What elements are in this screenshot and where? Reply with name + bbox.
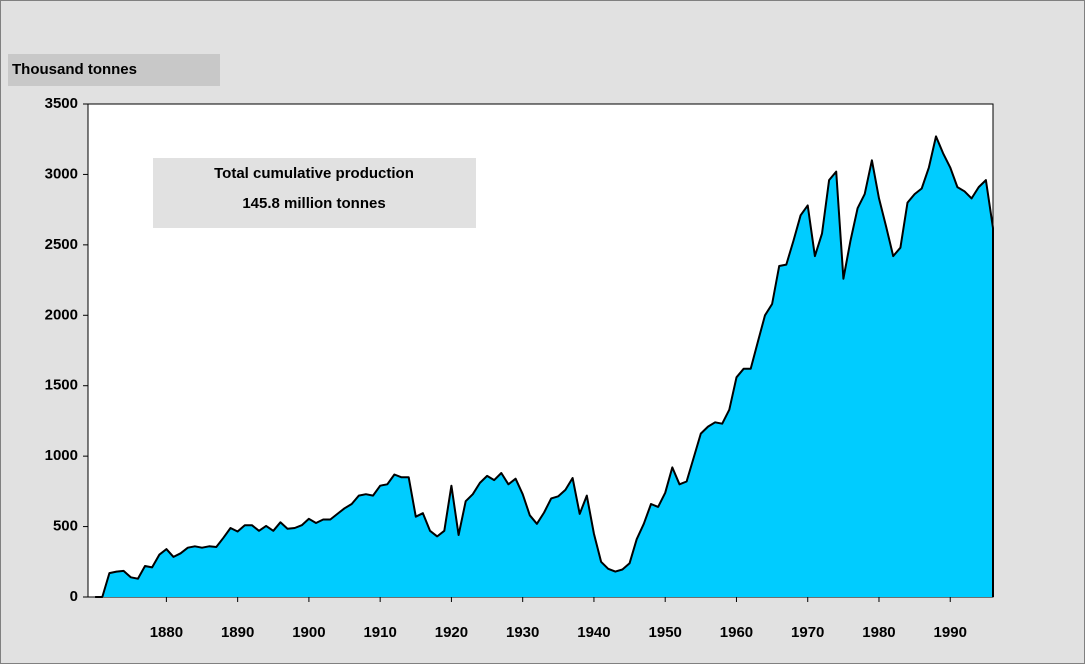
y-tick-label: 3500 (45, 95, 78, 112)
x-tick-label: 1920 (435, 624, 468, 641)
y-label-box (8, 54, 220, 86)
y-tick-label: 3000 (45, 165, 78, 182)
x-tick-label: 1930 (506, 624, 539, 641)
y-tick-label: 1000 (45, 447, 78, 464)
y-tick-label: 2000 (45, 306, 78, 323)
y-tick-label: 500 (53, 518, 78, 535)
x-tick-label: 1890 (221, 624, 254, 641)
area-outline (95, 135, 994, 598)
x-tick-label: 1940 (577, 624, 610, 641)
x-tick-label: 1880 (150, 624, 183, 641)
y-tick-label: 1500 (45, 377, 78, 394)
x-tick-label: 1970 (791, 624, 824, 641)
y-tick-label: 0 (70, 588, 78, 605)
y-axis-label: Thousand tonnes (12, 61, 137, 78)
x-tick-label: 1900 (292, 624, 325, 641)
x-tick-label: 1960 (720, 624, 753, 641)
annotation: Total cumulative production (214, 165, 414, 182)
annotation: 145.8 million tonnes (242, 195, 385, 212)
x-tick-label: 1950 (649, 624, 682, 641)
x-tick-label: 1990 (934, 624, 967, 641)
annotation-box (153, 158, 476, 228)
area (95, 136, 994, 597)
x-tick-label: 1910 (363, 624, 396, 641)
x-tick-label: 1980 (862, 624, 895, 641)
y-tick-label: 2500 (45, 236, 78, 253)
